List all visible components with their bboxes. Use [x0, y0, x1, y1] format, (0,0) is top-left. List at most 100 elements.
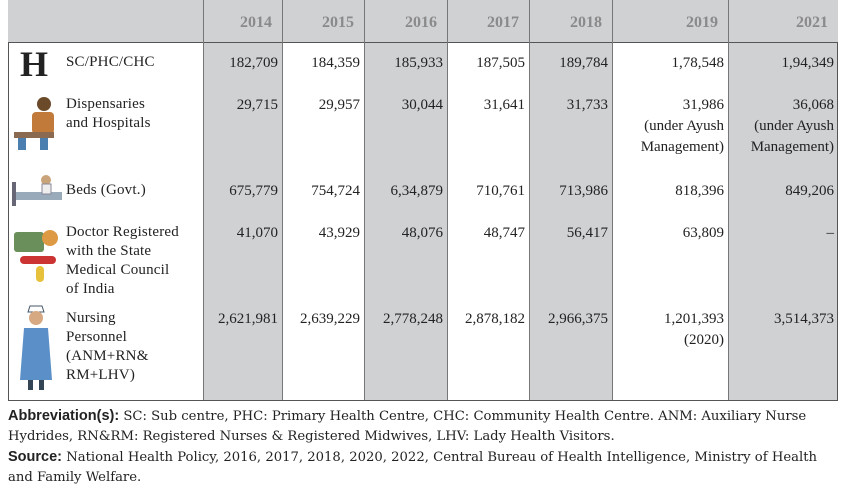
text-line: (2020)	[684, 332, 724, 348]
cell: 29,957	[282, 84, 364, 170]
text-line: Nursing	[66, 310, 116, 326]
text-line: 56,417	[566, 225, 608, 241]
cell: 184,359	[282, 42, 364, 84]
text-line: 754,724	[311, 183, 360, 199]
text-line: 675,779	[229, 183, 278, 199]
table-border	[8, 42, 838, 401]
text-line: 36,068	[792, 97, 834, 113]
text-line: 2,639,229	[300, 311, 360, 327]
column-line	[364, 0, 365, 400]
cell: 56,417	[529, 212, 612, 298]
icon-doctor-tools	[14, 230, 58, 282]
shaded-column	[529, 42, 612, 400]
text-line: 189,784	[559, 55, 608, 71]
row-label: Dispensaries and Hospitals	[66, 84, 203, 170]
text-line: Medical Council	[66, 262, 170, 278]
row-icon: H	[20, 44, 49, 84]
column-header: 2019	[686, 14, 718, 31]
row-label: Beds (Govt.)	[66, 170, 203, 212]
text-line: 713,986	[559, 183, 608, 199]
text-line: 41,070	[236, 225, 278, 241]
text-line: 6,34,879	[390, 183, 444, 199]
text-line: and Hospitals	[66, 115, 151, 131]
cell: 754,724	[282, 170, 364, 212]
text-line: of India	[66, 281, 115, 297]
text-line: 710,761	[476, 183, 525, 199]
text-line: 1,201,393	[664, 311, 724, 327]
text-line: with the State	[66, 243, 152, 259]
column-line	[728, 0, 729, 400]
cell: 1,78,548	[612, 42, 728, 84]
footnote-head: Source:	[8, 449, 62, 465]
text-line: 31,986	[682, 97, 724, 113]
icon-nurse	[20, 305, 52, 390]
column-header: 2014	[240, 14, 272, 31]
column-header: 2016	[405, 14, 437, 31]
cell: 29,715	[203, 84, 282, 170]
text-line: Personnel	[66, 329, 127, 345]
text-line: 48,076	[401, 225, 443, 241]
cell: 1,201,393 (2020)	[612, 298, 728, 400]
cell: 2,778,248	[364, 298, 447, 400]
text-line: 1,94,349	[781, 55, 835, 71]
text-line: –	[826, 225, 835, 241]
column-line	[203, 0, 204, 400]
footnote-text: National Health Policy, 2016, 2017, 2018…	[8, 450, 817, 485]
text-line: 187,505	[476, 55, 525, 71]
cell: 41,070	[203, 212, 282, 298]
text-line: 2,878,182	[465, 311, 525, 327]
cell: 36,068 (under Ayush Management)	[728, 84, 838, 170]
shaded-column	[364, 42, 447, 400]
cell: 31,733	[529, 84, 612, 170]
cell: 182,709	[203, 42, 282, 84]
cell: 185,933	[364, 42, 447, 84]
cell: 6,34,879	[364, 170, 447, 212]
text-line: 48,747	[483, 225, 525, 241]
text-line: 29,957	[318, 97, 360, 113]
text-line: 63,809	[682, 225, 724, 241]
cell: 30,044	[364, 84, 447, 170]
icon-bed	[12, 175, 62, 206]
shaded-column	[203, 42, 282, 400]
text-line: 185,933	[394, 55, 443, 71]
cell: 31,986 (under Ayush Management)	[612, 84, 728, 170]
text-line: SC/PHC/CHC	[66, 54, 155, 70]
cell: 187,505	[447, 42, 529, 84]
shaded-column	[728, 42, 838, 400]
text-line: Doctor Registered	[66, 224, 179, 240]
cell: 675,779	[203, 170, 282, 212]
footnotes: Abbreviation(s): SC: Sub centre, PHC: Pr…	[8, 406, 842, 488]
cell: 189,784	[529, 42, 612, 84]
cell: 48,076	[364, 212, 447, 298]
text-line: 2,778,248	[383, 311, 443, 327]
text-line: 2,621,981	[218, 311, 278, 327]
column-header: 2015	[322, 14, 354, 31]
text-line: Management)	[750, 139, 834, 155]
cell: –	[728, 212, 838, 298]
cell: 849,206	[728, 170, 838, 212]
text-line: 849,206	[785, 183, 834, 199]
row-label: Nursing Personnel (ANM+RN& RM+LHV)	[66, 298, 203, 400]
cell: 1,94,349	[728, 42, 838, 84]
row-label: SC/PHC/CHC	[66, 42, 203, 84]
text-line: 184,359	[311, 55, 360, 71]
icon-dispensary	[14, 97, 54, 150]
text-line: 182,709	[229, 55, 278, 71]
text-line: Dispensaries	[66, 96, 146, 112]
text-line: 818,396	[675, 183, 724, 199]
text-line: 43,929	[318, 225, 360, 241]
text-line: 2,966,375	[548, 311, 608, 327]
text-line: (ANM+RN&	[66, 348, 149, 364]
text-line: (under Ayush	[754, 118, 834, 134]
text-line: 1,78,548	[671, 55, 725, 71]
column-header: 2018	[570, 14, 602, 31]
text-line: 31,733	[566, 97, 608, 113]
text-line: Management)	[640, 139, 724, 155]
cell: 2,966,375	[529, 298, 612, 400]
text-line: 3,514,373	[774, 311, 834, 327]
text-line: 30,044	[401, 97, 443, 113]
text-line: (under Ayush	[644, 118, 724, 134]
column-line	[612, 0, 613, 400]
cell: 48,747	[447, 212, 529, 298]
